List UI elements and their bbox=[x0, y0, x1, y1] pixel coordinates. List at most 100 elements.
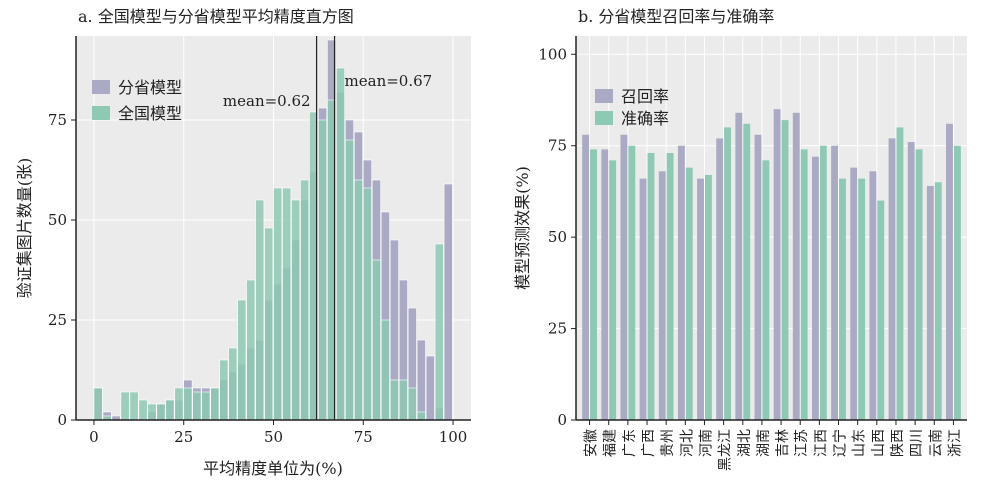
histogram-bars bbox=[93, 39, 453, 421]
legend-label: 召回率 bbox=[621, 87, 669, 106]
bar-recall bbox=[639, 178, 647, 420]
x-tick-label: 山东 bbox=[852, 429, 868, 457]
x-tick-label: 浙江 bbox=[947, 429, 963, 457]
x-tick-label: 江西 bbox=[813, 429, 829, 457]
y-tick-label: 25 bbox=[548, 320, 567, 338]
bar-precision bbox=[666, 153, 674, 420]
x-tick-label: 江苏 bbox=[794, 429, 810, 457]
y-axis-label: 模型预测效果(%) bbox=[513, 166, 532, 290]
bar-precision bbox=[628, 145, 636, 420]
histogram-bar bbox=[129, 391, 139, 421]
x-tick-label: 广西 bbox=[641, 429, 657, 457]
legend-swatch bbox=[595, 111, 613, 125]
y-tick-label: 75 bbox=[48, 111, 67, 129]
bar-recall bbox=[697, 178, 704, 420]
x-tick-label: 湖北 bbox=[737, 429, 753, 457]
bar-recall bbox=[926, 185, 934, 420]
x-tick-label: 广东 bbox=[622, 429, 638, 457]
histogram-bar bbox=[264, 227, 274, 421]
x-tick-label: 辽宁 bbox=[832, 429, 849, 457]
histogram-bar bbox=[219, 359, 229, 421]
bar-recall bbox=[658, 171, 666, 420]
bar-recall bbox=[754, 134, 762, 420]
histogram-bar bbox=[174, 387, 184, 421]
y-tick-labels: 0 25 50 75 100 bbox=[538, 45, 576, 429]
x-tick-label: 黑龙江 bbox=[718, 429, 734, 471]
x-tick-label: 云南 bbox=[928, 429, 944, 457]
histogram-bar bbox=[362, 187, 372, 421]
bar-recall bbox=[582, 134, 590, 420]
x-tick-labels: 安徽 福建 广东 广西 贵州 河北 河南 黑龙江 湖北 湖南 吉林 江苏 江西 辽宁 山东 山西 陕西 四川 云南浙… bbox=[584, 420, 963, 471]
bar-precision bbox=[858, 178, 866, 420]
histogram-bar bbox=[416, 339, 426, 421]
bar-recall bbox=[946, 123, 953, 421]
bar-precision bbox=[877, 200, 885, 420]
bar-precision bbox=[934, 182, 942, 420]
bar-recall bbox=[888, 138, 896, 420]
histogram-bar bbox=[336, 67, 346, 421]
bar-recall bbox=[620, 134, 628, 420]
bar-precision bbox=[915, 149, 923, 420]
histogram-bar bbox=[210, 387, 220, 421]
y-tick-label: 75 bbox=[548, 137, 567, 155]
x-tick-label: 河南 bbox=[698, 429, 714, 457]
histogram-bar bbox=[291, 199, 301, 421]
bar-recall bbox=[811, 156, 819, 420]
histogram-bar bbox=[371, 259, 381, 421]
legend-swatch bbox=[595, 89, 613, 103]
x-tick-label: 0 bbox=[89, 428, 99, 446]
histogram-bar bbox=[120, 391, 130, 421]
bar-precision bbox=[781, 120, 789, 420]
grouped-bars bbox=[582, 109, 961, 421]
histogram-bar bbox=[237, 299, 247, 421]
x-tick-labels: 0 25 50 75 100 bbox=[89, 420, 467, 446]
x-tick-label: 安徽 bbox=[584, 429, 600, 457]
bar-precision bbox=[896, 127, 904, 420]
histogram-bar bbox=[300, 179, 310, 421]
histogram-bar bbox=[192, 391, 202, 421]
histogram-bar bbox=[165, 399, 175, 421]
histogram-bar bbox=[434, 243, 444, 421]
y-tick-label: 50 bbox=[548, 228, 567, 246]
bar-precision bbox=[953, 145, 961, 420]
bar-precision bbox=[819, 145, 827, 420]
histogram-bar bbox=[318, 119, 328, 421]
x-tick-label: 湖南 bbox=[756, 429, 772, 457]
x-axis-label: 平均精度单位为(%) bbox=[203, 459, 343, 478]
histogram-bar bbox=[407, 387, 417, 421]
bar-recall bbox=[831, 145, 839, 420]
bar-precision bbox=[647, 153, 655, 420]
bar-precision bbox=[800, 149, 808, 420]
bar-precision bbox=[762, 160, 770, 421]
y-tick-label: 25 bbox=[48, 311, 67, 329]
mean-label: mean=0.67 bbox=[345, 72, 433, 90]
grouped-bar-panel: b. 分省模型召回率与准确率 安徽 福建 广东 广西 贵州 河北 河南 黑龙江 湖北 湖南 吉林 江苏… bbox=[513, 7, 967, 471]
chart-title: b. 分省模型召回率与准确率 bbox=[578, 7, 774, 26]
bar-precision bbox=[724, 127, 732, 420]
histogram-bar bbox=[389, 379, 399, 421]
bar-recall bbox=[792, 112, 800, 421]
legend-swatch bbox=[92, 106, 110, 120]
histogram-bar bbox=[183, 387, 193, 421]
chart-title: a. 全国模型与分省模型平均精度直方图 bbox=[78, 7, 354, 26]
x-tick-label: 四川 bbox=[909, 429, 925, 457]
histogram-bar bbox=[147, 403, 157, 421]
legend-label: 分省模型 bbox=[118, 78, 182, 97]
bar-recall bbox=[716, 138, 724, 420]
histogram-bar bbox=[201, 391, 211, 421]
histogram-bar bbox=[273, 187, 283, 421]
mean-label: mean=0.62 bbox=[223, 92, 311, 110]
bar-recall bbox=[850, 167, 858, 420]
histogram-bar bbox=[93, 387, 103, 421]
bar-recall bbox=[773, 109, 781, 421]
histogram-bar bbox=[398, 379, 408, 421]
bar-recall bbox=[735, 112, 743, 421]
bar-recall bbox=[601, 149, 609, 420]
x-tick-label: 陕西 bbox=[890, 429, 906, 457]
bar-recall bbox=[677, 145, 685, 420]
histogram-bar bbox=[345, 139, 354, 421]
histogram-bar bbox=[255, 199, 265, 421]
